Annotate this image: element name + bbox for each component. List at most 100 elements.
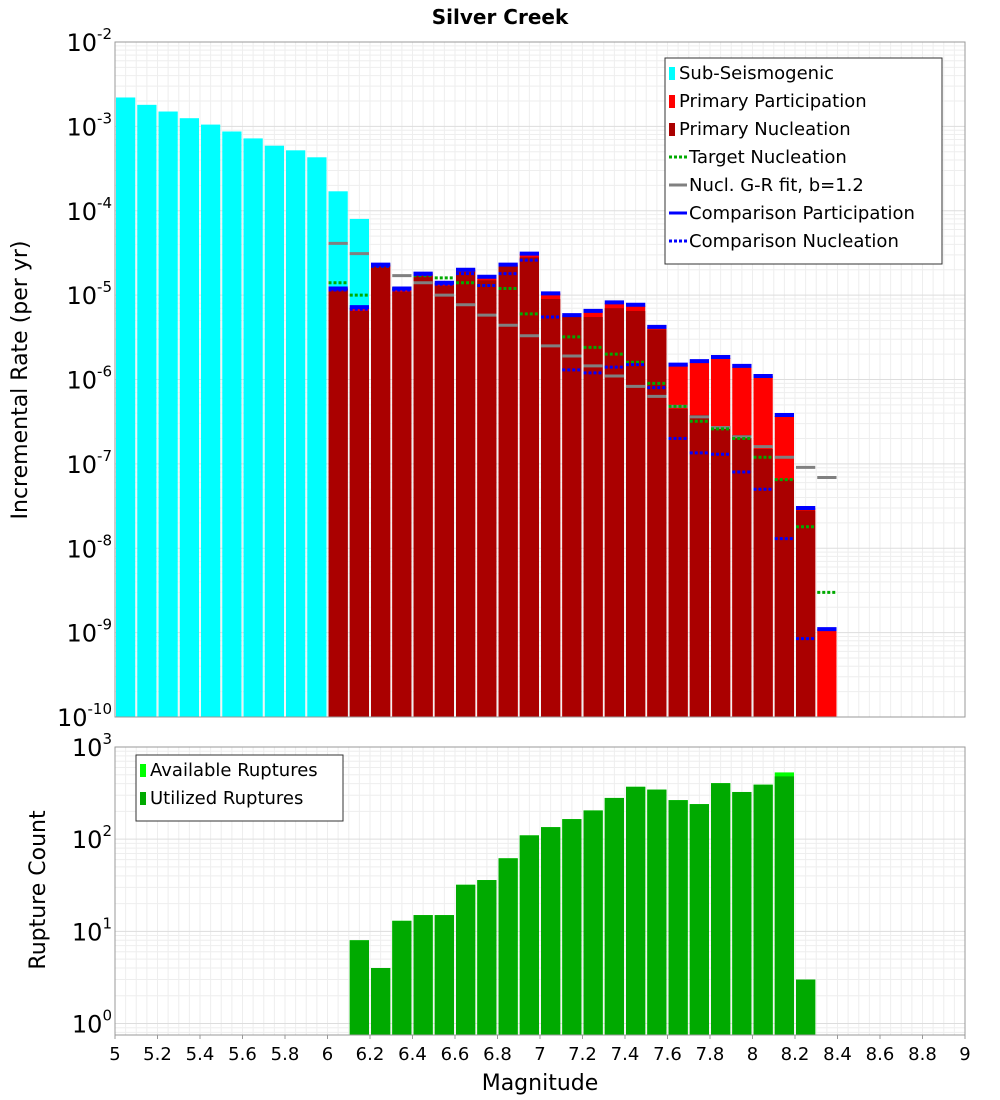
utilized-ruptures-bar — [796, 979, 816, 1035]
legend-swatch — [669, 67, 675, 80]
primary-nucleation-bar — [583, 317, 603, 717]
y-tick-label: 101 — [72, 914, 112, 946]
x-tick-label: 5.8 — [271, 1044, 300, 1065]
y-tick-exponent: -8 — [97, 531, 112, 549]
utilized-ruptures-bar — [392, 920, 412, 1035]
legend-label: Utilized Ruptures — [150, 788, 303, 809]
rate-plot-lines — [328, 241, 837, 641]
y-tick-exponent: 3 — [102, 730, 112, 748]
x-tick-label: 5 — [109, 1044, 120, 1065]
x-tick-label: 5.6 — [228, 1044, 257, 1065]
y-tick-label: 10-9 — [66, 616, 112, 648]
count-legend: Available Ruptures Utilized Ruptures — [135, 754, 344, 822]
legend-label: Primary Participation — [679, 91, 867, 112]
legend-label: Comparison Nucleation — [689, 231, 899, 252]
primary-nucleation-bar — [392, 291, 412, 717]
y-tick-exponent: -3 — [97, 109, 112, 127]
y-tick-base: 10 — [72, 826, 103, 854]
primary-nucleation-bar — [796, 510, 816, 717]
rate-y-axis-label: Incremental Rate (per yr) — [8, 241, 33, 520]
magnitude-x-ticks: 5 5.2 5.4 5.6 5.8 6 6.2 6.4 6.6 6.8 7 7.2 7.4 7.6 7.8 8… — [109, 1035, 971, 1065]
primary-nucleation-bar — [753, 449, 773, 717]
sub-seismogenic-bar — [307, 157, 327, 718]
utilized-ruptures-bar — [456, 884, 476, 1035]
utilized-ruptures-bar — [434, 915, 454, 1035]
sub-seismogenic-bar — [243, 138, 263, 717]
rate-legend: Sub-Seismogenic Primary Participation Prim… — [664, 57, 943, 265]
y-tick-exponent: -2 — [97, 25, 112, 43]
primary-nucleation-bar — [562, 317, 582, 717]
utilized-ruptures-bar — [371, 967, 391, 1035]
utilized-ruptures-bar — [477, 880, 497, 1035]
utilized-ruptures-bar — [774, 776, 794, 1035]
x-tick-label: 7.6 — [653, 1044, 682, 1065]
x-tick-label: 8.4 — [823, 1044, 852, 1065]
primary-nucleation-bar — [626, 310, 646, 717]
legend-box — [135, 754, 344, 822]
legend-label: Available Ruptures — [150, 760, 318, 781]
primary-nucleation-bar — [732, 434, 752, 717]
y-tick-exponent: 1 — [102, 914, 112, 932]
x-tick-label: 8 — [747, 1044, 758, 1065]
y-tick-label: 10-7 — [66, 447, 112, 479]
x-tick-label: 9 — [959, 1044, 970, 1065]
sub-seismogenic-bar — [222, 131, 242, 718]
utilized-ruptures-bar — [519, 835, 539, 1035]
x-axis-label: Magnitude — [482, 1071, 599, 1096]
primary-nucleation-bar — [477, 280, 497, 717]
x-tick-label: 6 — [322, 1044, 333, 1065]
y-tick-exponent: 2 — [102, 822, 112, 840]
primary-nucleation-bar — [647, 329, 667, 717]
legend-label: Target Nucleation — [688, 147, 847, 168]
utilized-ruptures-bar — [626, 786, 646, 1035]
y-tick-label: 10-4 — [66, 194, 112, 226]
y-tick-label: 10-10 — [57, 700, 112, 732]
x-tick-label: 8.6 — [866, 1044, 895, 1065]
sub-seismogenic-bar — [137, 104, 157, 718]
legend-swatch — [669, 123, 675, 136]
utilized-ruptures-bar — [562, 819, 582, 1035]
y-tick-base: 10 — [66, 29, 97, 57]
y-tick-exponent: -6 — [97, 363, 112, 381]
utilized-ruptures-bar — [753, 784, 773, 1035]
primary-nucleation-bar — [328, 288, 348, 717]
y-tick-label: 103 — [72, 730, 112, 762]
primary-nucleation-bar — [349, 310, 369, 717]
y-tick-label: 100 — [72, 1006, 112, 1038]
utilized-ruptures-bar — [541, 827, 561, 1035]
x-tick-label: 5.2 — [143, 1044, 172, 1065]
x-tick-label: 6.6 — [441, 1044, 470, 1065]
primary-nucleation-bar — [371, 264, 391, 717]
y-tick-exponent: -4 — [97, 194, 112, 212]
y-tick-exponent: -9 — [97, 616, 112, 634]
x-tick-label: 7.4 — [611, 1044, 640, 1065]
x-tick-label: 6.8 — [483, 1044, 512, 1065]
x-tick-label: 5.4 — [186, 1044, 215, 1065]
x-tick-label: 6.2 — [356, 1044, 385, 1065]
y-tick-label: 10-6 — [66, 363, 112, 395]
rate-plot-frame — [114, 41, 966, 718]
y-tick-base: 10 — [66, 282, 97, 310]
y-tick-exponent: 0 — [102, 1006, 112, 1024]
sub-seismogenic-bar — [116, 97, 136, 717]
primary-nucleation-bar — [604, 308, 624, 717]
legend-box — [664, 57, 943, 265]
y-tick-exponent: -7 — [97, 447, 112, 465]
y-tick-label: 10-8 — [66, 531, 112, 563]
legend-swatch — [140, 792, 146, 805]
primary-nucleation-bar — [498, 266, 518, 717]
utilized-ruptures-bar — [583, 810, 603, 1035]
sub-seismogenic-bar — [158, 111, 178, 717]
y-tick-base: 10 — [66, 451, 97, 479]
primary-nucleation-bar — [541, 298, 561, 717]
primary-nucleation-bar — [668, 408, 688, 717]
utilized-ruptures-bar — [413, 915, 433, 1035]
utilized-ruptures-bar — [498, 858, 518, 1035]
utilized-ruptures-bar — [668, 800, 688, 1035]
primary-nucleation-bar — [456, 271, 476, 717]
utilized-ruptures-bar — [647, 789, 667, 1035]
utilized-ruptures-bar — [349, 940, 369, 1035]
y-tick-base: 10 — [72, 1010, 103, 1038]
